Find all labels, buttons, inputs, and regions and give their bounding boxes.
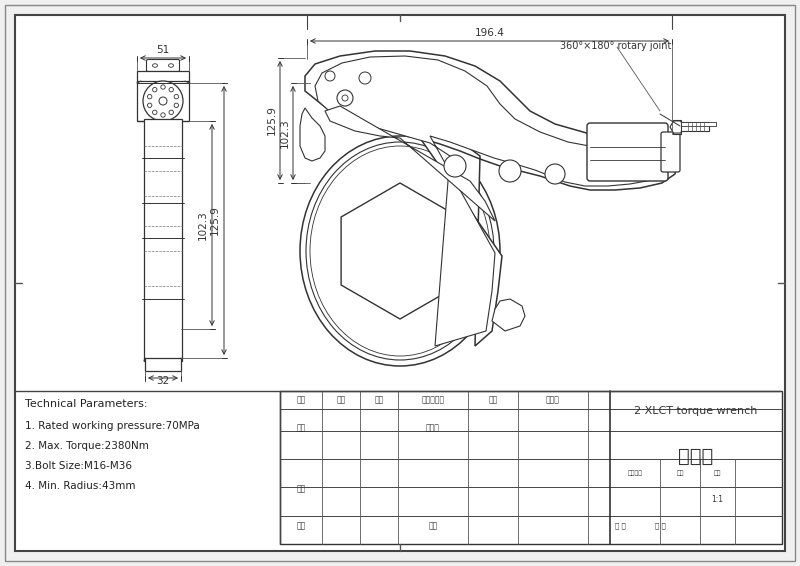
Text: 360°×180° rotary joint: 360°×180° rotary joint bbox=[560, 41, 671, 51]
Bar bbox=[145, 358, 181, 371]
Text: 更改文件号: 更改文件号 bbox=[422, 396, 445, 405]
Text: Technical Parameters:: Technical Parameters: bbox=[25, 399, 147, 409]
Text: 4. Min. Radius:43mm: 4. Min. Radius:43mm bbox=[25, 481, 135, 491]
Text: 51: 51 bbox=[156, 45, 170, 55]
Text: 第 页: 第 页 bbox=[654, 522, 666, 529]
Text: 重量: 重量 bbox=[676, 470, 684, 476]
Circle shape bbox=[159, 97, 167, 105]
Polygon shape bbox=[341, 183, 459, 319]
Polygon shape bbox=[305, 51, 678, 346]
Text: 102.3: 102.3 bbox=[198, 210, 208, 240]
Circle shape bbox=[161, 113, 165, 117]
Text: 125.9: 125.9 bbox=[210, 205, 220, 235]
Text: 共 页: 共 页 bbox=[614, 522, 626, 529]
Ellipse shape bbox=[169, 64, 174, 67]
Ellipse shape bbox=[153, 64, 158, 67]
Circle shape bbox=[174, 95, 178, 99]
Text: 分区: 分区 bbox=[374, 396, 384, 405]
FancyBboxPatch shape bbox=[661, 132, 680, 172]
Ellipse shape bbox=[306, 142, 494, 360]
Text: 阶段标记: 阶段标记 bbox=[627, 470, 642, 476]
Circle shape bbox=[359, 72, 371, 84]
Circle shape bbox=[499, 160, 521, 182]
Bar bbox=[144, 119, 182, 361]
Text: 196.4: 196.4 bbox=[474, 28, 505, 38]
FancyBboxPatch shape bbox=[587, 123, 668, 181]
Text: 审核: 审核 bbox=[296, 484, 306, 494]
Circle shape bbox=[161, 85, 165, 89]
Circle shape bbox=[325, 71, 335, 81]
Bar bbox=[280, 391, 782, 544]
Text: 2 XLCT torque wrench: 2 XLCT torque wrench bbox=[634, 406, 758, 416]
Polygon shape bbox=[492, 299, 525, 331]
Ellipse shape bbox=[300, 136, 500, 366]
Text: 工艺: 工艺 bbox=[296, 521, 306, 530]
Text: 标准化: 标准化 bbox=[426, 423, 440, 432]
Bar bbox=[681, 122, 709, 131]
Text: 标记: 标记 bbox=[296, 396, 306, 405]
FancyBboxPatch shape bbox=[146, 59, 179, 71]
Bar bbox=[137, 71, 189, 83]
Circle shape bbox=[342, 95, 348, 101]
Text: 比例: 比例 bbox=[714, 470, 722, 476]
Text: 批准: 批准 bbox=[428, 521, 438, 530]
Bar bbox=[681, 122, 716, 126]
Polygon shape bbox=[300, 108, 325, 161]
Polygon shape bbox=[325, 106, 495, 221]
Text: 示意图: 示意图 bbox=[678, 447, 714, 465]
Ellipse shape bbox=[310, 146, 490, 356]
Circle shape bbox=[545, 164, 565, 184]
Text: 1. Rated working pressure:70MPa: 1. Rated working pressure:70MPa bbox=[25, 421, 200, 431]
Circle shape bbox=[153, 110, 157, 114]
Circle shape bbox=[143, 81, 183, 121]
Polygon shape bbox=[670, 121, 684, 133]
Polygon shape bbox=[315, 56, 670, 346]
Circle shape bbox=[174, 103, 178, 108]
Text: 2. Max. Torque:2380Nm: 2. Max. Torque:2380Nm bbox=[25, 441, 149, 451]
Text: 年月日: 年月日 bbox=[546, 396, 560, 405]
Circle shape bbox=[147, 103, 152, 108]
Circle shape bbox=[337, 90, 353, 106]
Text: 设计: 设计 bbox=[296, 423, 306, 432]
Circle shape bbox=[444, 155, 466, 177]
Bar bbox=[673, 120, 681, 134]
Text: 处数: 处数 bbox=[336, 396, 346, 405]
Text: 1:1: 1:1 bbox=[711, 495, 723, 504]
Circle shape bbox=[169, 88, 174, 92]
Text: 102.3: 102.3 bbox=[280, 118, 290, 148]
Text: 32: 32 bbox=[156, 376, 170, 386]
Text: 3.Bolt Size:M16-M36: 3.Bolt Size:M16-M36 bbox=[25, 461, 132, 471]
Circle shape bbox=[153, 88, 157, 92]
Circle shape bbox=[169, 110, 174, 114]
Circle shape bbox=[147, 95, 152, 99]
Bar bbox=[137, 81, 189, 121]
Text: 125.9: 125.9 bbox=[267, 106, 277, 135]
Text: 签名: 签名 bbox=[488, 396, 498, 405]
